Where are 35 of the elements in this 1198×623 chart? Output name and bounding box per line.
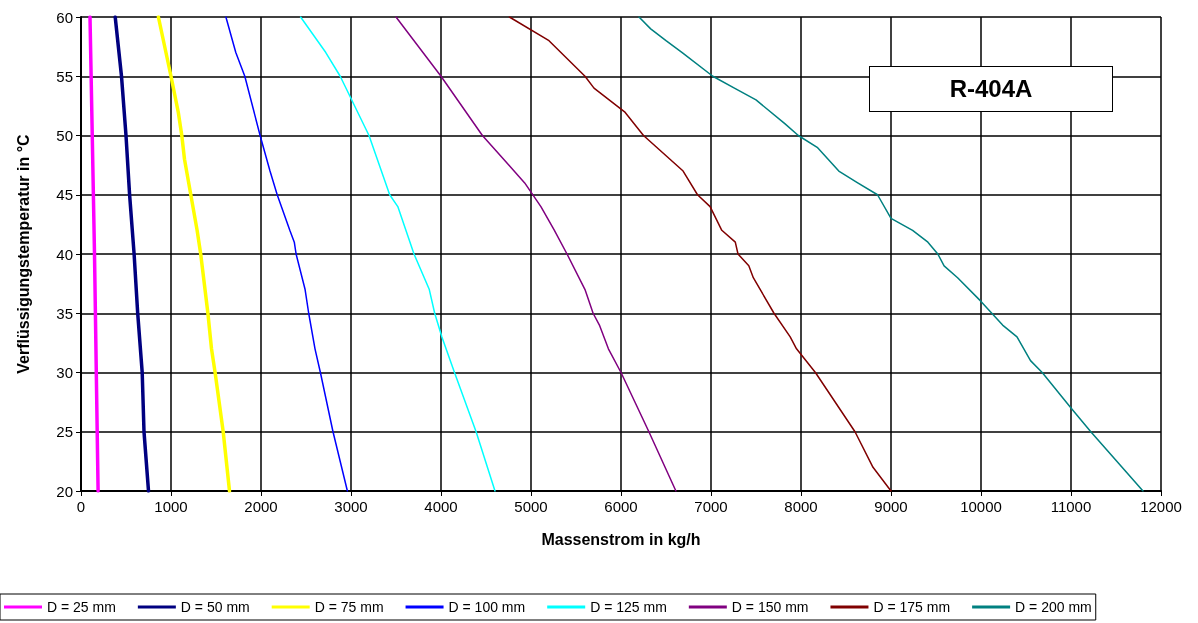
x-tick-label: 1000 bbox=[154, 498, 188, 515]
legend-label: D = 200 mm bbox=[1015, 599, 1092, 615]
legend-label: D = 175 mm bbox=[873, 599, 951, 615]
y-tick-label: 60 bbox=[56, 8, 73, 26]
x-tick-label: 6000 bbox=[604, 498, 638, 515]
x-tick-label: 3000 bbox=[334, 498, 368, 515]
legend-label: D = 50 mm bbox=[180, 599, 250, 615]
line-series bbox=[88, 15, 100, 493]
y-tick-label: 55 bbox=[56, 67, 73, 85]
y-tick-label: 30 bbox=[56, 364, 73, 381]
x-tick-label: 8000 bbox=[784, 498, 818, 515]
x-tick-label: 4000 bbox=[424, 498, 458, 515]
legend-label: D = 100 mm bbox=[448, 599, 526, 615]
legend-label: D = 25 mm bbox=[47, 599, 116, 615]
x-tick-label: 5000 bbox=[514, 498, 548, 515]
x-tick-label: 0 bbox=[76, 498, 86, 515]
line-series bbox=[156, 15, 232, 493]
x-tick-label: 10000 bbox=[960, 498, 1002, 515]
y-tick-label: 20 bbox=[56, 482, 73, 500]
legend-label: D = 125 mm bbox=[590, 599, 667, 615]
y-tick-label: 25 bbox=[56, 423, 73, 441]
legend-label: D = 75 mm bbox=[314, 599, 384, 615]
y-tick-label: 35 bbox=[56, 304, 73, 322]
x-tick-label: 9000 bbox=[874, 498, 908, 515]
x-tick-label: 11000 bbox=[1050, 498, 1092, 515]
y-tick-label: 40 bbox=[56, 245, 73, 263]
x-tick-label: 2000 bbox=[244, 498, 278, 515]
y-tick-label: 50 bbox=[56, 127, 73, 144]
y-axis-title: Verflüssigungstemperatur in °C bbox=[14, 133, 32, 374]
y-tick-label: 45 bbox=[56, 186, 73, 204]
legend-label: D = 150 mm bbox=[731, 599, 809, 615]
line-series bbox=[113, 15, 151, 493]
x-tick-label: 12000 bbox=[1140, 498, 1182, 515]
x-axis-title: Massenstrom in kg/h bbox=[541, 530, 701, 548]
x-tick-label: 7000 bbox=[694, 498, 728, 515]
